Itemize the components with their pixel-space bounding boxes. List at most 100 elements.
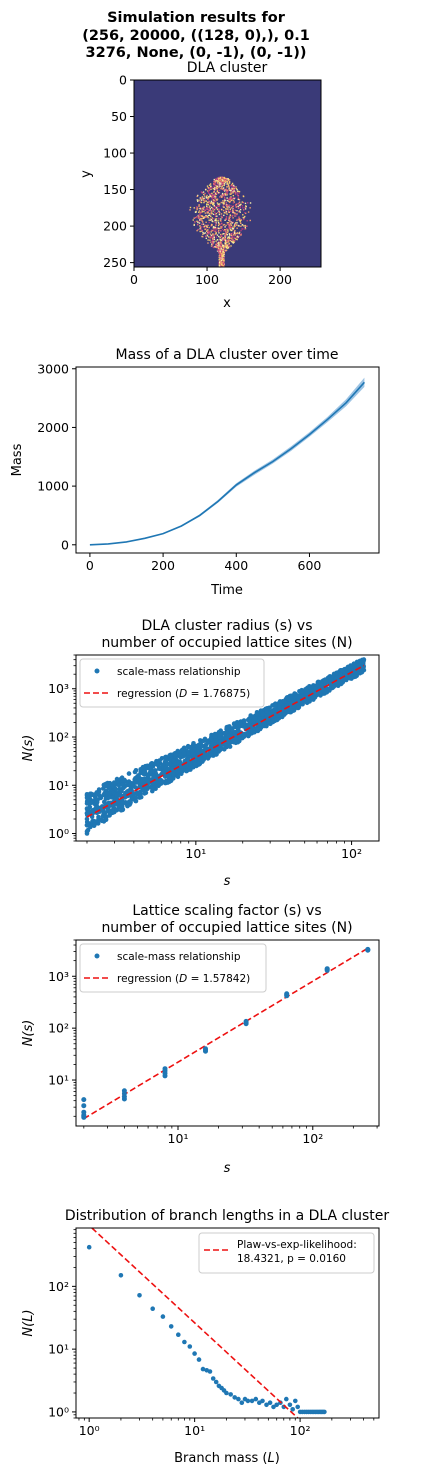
p1-cluster-pixel [201,192,203,194]
p1-cluster-pixel [194,221,196,223]
p1-cluster-pixel [219,180,221,182]
p3-legend-scatter-marker [94,668,100,674]
p1-cluster-pixel [220,181,222,183]
p1-cluster-pixel [228,233,231,235]
p5-xlabel: Branch mass (L) [174,1451,280,1466]
p1-cluster-pixel [229,197,232,200]
p1-cluster-pixel [227,244,230,247]
p1-cluster-pixel [214,183,216,186]
p3-point [167,779,172,784]
p1-cluster-pixel [222,244,225,247]
p1-cluster-pixel [232,242,235,244]
p1-cluster-pixel [210,188,212,190]
p1-cluster-pixel [212,239,215,242]
p1-cluster-pixel [236,234,239,237]
p1-cluster-pixel [207,197,209,199]
p4-legend-line-symbol: D [179,973,187,985]
p1-cluster-pixel [222,189,225,191]
p1-cluster-pixel [217,203,219,205]
p1-cluster-pixel [244,224,246,227]
p1-cluster-pixel [215,185,217,187]
p1-cluster-pixel [196,207,199,209]
p1-cluster-pixel [222,255,224,258]
p1-cluster-pixel [226,228,228,230]
p1-cluster-pixel [226,231,229,234]
p1-cluster-pixel [225,212,227,214]
p1-cluster-pixel [223,253,225,256]
p5-y-tick-label: 10² [48,1279,69,1294]
p1-cluster-pixel [231,222,233,224]
p1-cluster-pixel [229,219,231,221]
p1-cluster-pixel [198,204,200,206]
p3-point [116,800,121,805]
p1-cluster-pixel [209,202,212,205]
p3-x-ticks: 10¹ 10² [86,841,362,861]
p1-cluster-pixel [204,212,207,214]
p1-cluster-pixel [249,219,251,222]
p1-cluster-pixel [205,221,207,223]
p1-cluster-pixel [198,216,200,218]
p1-cluster-pixel [212,243,214,245]
p1-cluster-pixel [222,245,224,247]
p1-cluster-pixel [223,223,226,226]
p3-point [305,691,310,696]
p1-cluster-pixel [233,231,236,233]
p1-cluster-pixel [223,230,225,232]
p2-xlabel: Time [210,583,243,598]
p1-cluster-pixel [223,195,226,197]
p1-cluster-pixel [219,220,222,222]
p1-cluster-pixel [196,220,198,223]
p3-y-tick-label: 10⁰ [48,826,69,841]
p1-cluster-pixel [207,224,209,227]
p1-cluster-pixel [208,187,211,189]
p1-cluster-pixel [228,237,231,240]
p1-cluster-pixel [237,205,239,208]
p1-cluster-pixel [213,226,215,228]
p1-cluster-pixel [218,186,220,188]
p1-cluster-pixel [234,234,236,236]
p1-cluster-pixel [220,243,222,246]
p3-point [84,816,90,822]
p1-cluster-pixel [211,197,213,199]
p3-point [106,807,111,812]
p1-cluster-pixel [215,236,218,238]
p1-cluster-pixel [230,205,232,207]
p1-cluster-pixel [199,200,201,203]
p1-cluster-pixel [232,188,234,190]
p1-cluster-pixel [239,204,242,206]
p3-point [84,801,90,806]
p1-cluster-pixel [206,226,208,228]
p1-cluster-pixel [215,180,217,182]
p1-cluster-pixel [223,251,225,254]
p1-cluster-pixel [236,219,238,222]
p1-cluster-pixel [214,218,217,220]
p3-point [216,729,222,735]
p1-cluster-pixel [229,228,232,231]
p1-cluster-pixel [225,189,227,191]
p1-y-tick-label: 100 [103,146,127,161]
p1-cluster-pixel [238,190,241,193]
p1-cluster-pixel [207,198,209,201]
p1-cluster-pixel [208,206,210,208]
p3-point [286,697,292,702]
p5-legend-label-line-2: 18.4321, p = 0.0160 [237,1253,346,1265]
p1-cluster-pixel [198,199,200,201]
p1-cluster-pixel [210,209,213,212]
p1-cluster-pixel [224,189,226,191]
p1-cluster-pixel [244,227,247,230]
p5-fit-line [91,1227,299,1419]
p1-cluster-pixel [206,207,208,210]
p4-x-tick-label: 10² [302,1131,323,1146]
p2-x-tick-label: 0 [86,558,94,573]
p3-point [131,780,137,785]
p4-point [243,1018,249,1024]
p3-point [237,736,242,741]
p1-cluster-pixel [229,216,231,219]
p1-cluster-pixel [214,219,217,222]
p1-cluster-pixel [246,225,248,227]
p1-cluster-pixel [234,193,237,195]
p5-point [160,1314,166,1319]
p1-cluster-pixel [224,238,227,240]
suptitle-line-1: Simulation results for [107,10,286,26]
